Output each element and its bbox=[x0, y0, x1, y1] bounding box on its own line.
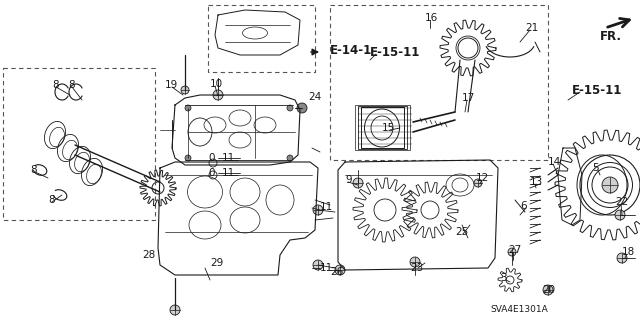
Text: SVA4E1301A: SVA4E1301A bbox=[490, 305, 548, 314]
Circle shape bbox=[297, 103, 307, 113]
Text: 0: 0 bbox=[208, 153, 214, 163]
Text: 16: 16 bbox=[425, 13, 438, 23]
Circle shape bbox=[615, 210, 625, 220]
Text: 14: 14 bbox=[548, 157, 561, 167]
Text: 20: 20 bbox=[542, 285, 555, 295]
Circle shape bbox=[410, 257, 420, 267]
Text: 19: 19 bbox=[165, 80, 179, 90]
Text: 26: 26 bbox=[330, 267, 343, 277]
Text: 12: 12 bbox=[476, 173, 489, 183]
Text: 10: 10 bbox=[210, 79, 223, 89]
Circle shape bbox=[287, 155, 293, 161]
Text: 5: 5 bbox=[592, 163, 598, 173]
Circle shape bbox=[543, 285, 553, 295]
Bar bbox=[355, 105, 410, 150]
Text: 24: 24 bbox=[308, 92, 321, 102]
Text: 28: 28 bbox=[142, 250, 156, 260]
Text: E-15-11: E-15-11 bbox=[572, 84, 622, 97]
Text: 11: 11 bbox=[320, 202, 333, 212]
Circle shape bbox=[508, 248, 516, 256]
Text: 15: 15 bbox=[382, 123, 396, 133]
Text: 9: 9 bbox=[345, 175, 351, 185]
Text: E-15-11: E-15-11 bbox=[370, 46, 420, 58]
Text: FR.: FR. bbox=[600, 30, 622, 43]
Text: 25: 25 bbox=[455, 227, 468, 237]
Text: 8: 8 bbox=[68, 80, 75, 90]
Text: E-14-1: E-14-1 bbox=[330, 43, 372, 56]
Text: 11: 11 bbox=[222, 168, 236, 178]
Circle shape bbox=[313, 260, 323, 270]
Circle shape bbox=[185, 105, 191, 111]
Text: 29: 29 bbox=[210, 258, 223, 268]
Text: 22: 22 bbox=[615, 197, 628, 207]
Text: 0: 0 bbox=[208, 168, 214, 178]
Bar bbox=[358, 106, 407, 149]
Circle shape bbox=[335, 265, 345, 275]
Text: 8: 8 bbox=[52, 80, 59, 90]
Circle shape bbox=[287, 105, 293, 111]
Circle shape bbox=[170, 305, 180, 315]
Circle shape bbox=[213, 90, 223, 100]
Circle shape bbox=[185, 155, 191, 161]
Text: 11: 11 bbox=[222, 153, 236, 163]
Text: 8: 8 bbox=[30, 165, 36, 175]
Text: 13: 13 bbox=[530, 177, 543, 187]
Text: 8: 8 bbox=[48, 195, 54, 205]
Circle shape bbox=[313, 205, 323, 215]
Text: 23: 23 bbox=[410, 263, 423, 273]
Text: 27: 27 bbox=[508, 245, 521, 255]
Circle shape bbox=[602, 177, 618, 193]
Circle shape bbox=[181, 86, 189, 94]
Circle shape bbox=[474, 179, 482, 187]
Bar bbox=[361, 107, 404, 148]
Text: 6: 6 bbox=[520, 201, 527, 211]
Circle shape bbox=[617, 253, 627, 263]
Text: 17: 17 bbox=[462, 93, 476, 103]
Circle shape bbox=[353, 178, 363, 188]
Text: 18: 18 bbox=[622, 247, 636, 257]
Text: 3: 3 bbox=[500, 273, 507, 283]
Text: 21: 21 bbox=[525, 23, 538, 33]
Text: 11: 11 bbox=[320, 263, 333, 273]
